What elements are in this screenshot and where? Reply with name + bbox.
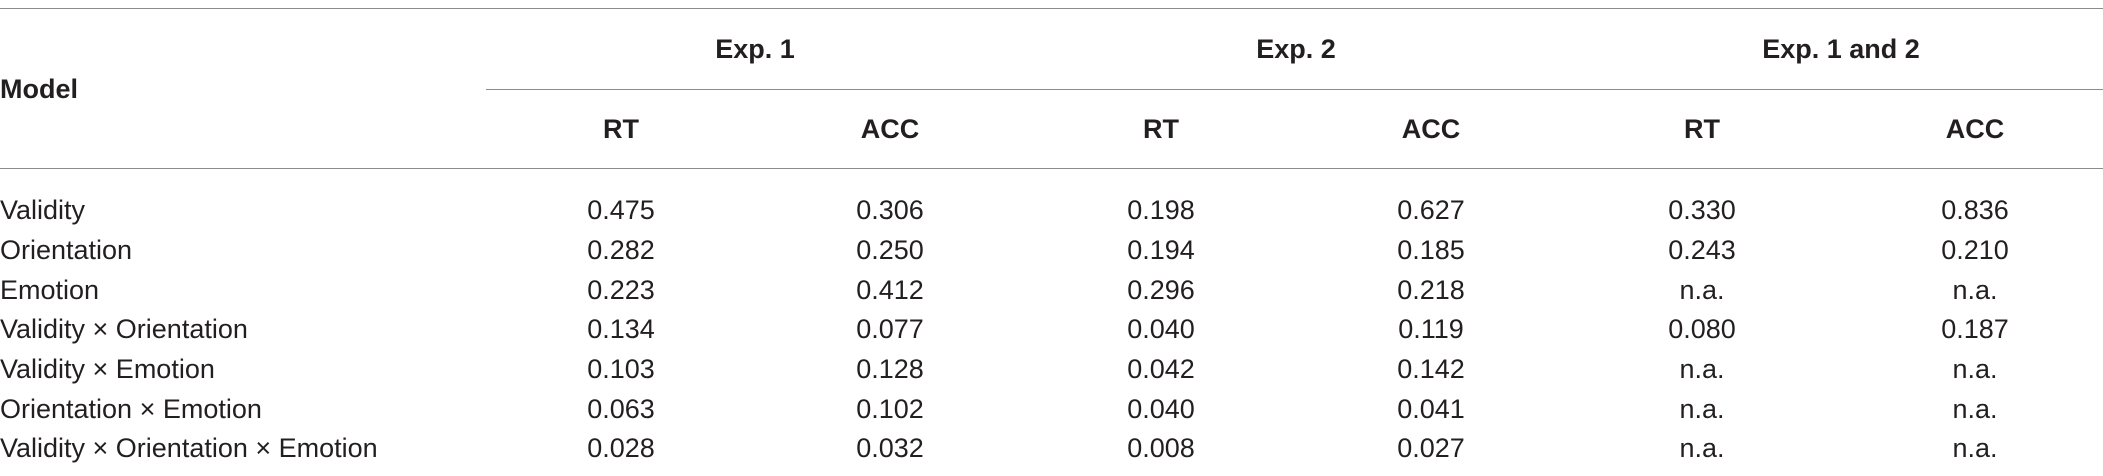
table-cell: 0.185	[1397, 235, 1465, 265]
table-top-rule	[0, 8, 2103, 9]
table-cell: n.a.	[1679, 275, 1725, 305]
subheader-exp2-rt: RT	[1143, 114, 1179, 144]
table-cell: 0.243	[1668, 235, 1736, 265]
table-cell: 0.187	[1941, 314, 2009, 344]
table-cell: 0.282	[587, 235, 655, 265]
table-cell: 0.041	[1397, 394, 1465, 424]
table-cell: n.a.	[1952, 433, 1998, 463]
table-cell: 0.063	[587, 394, 655, 424]
table-cell: 0.836	[1941, 195, 2009, 225]
row-label-validity: Validity	[0, 195, 86, 225]
table-cell: n.a.	[1679, 354, 1725, 384]
model-column-header: Model	[0, 74, 78, 104]
table-cell: 0.080	[1668, 314, 1736, 344]
row-label-emotion: Emotion	[0, 275, 100, 305]
table-cell: 0.102	[856, 394, 924, 424]
subheader-exp12-rt: RT	[1684, 114, 1720, 144]
header-bottom-rule	[0, 168, 2103, 169]
group-header-exp1: Exp. 1	[715, 34, 795, 64]
table-cell: 0.627	[1397, 195, 1465, 225]
table-cell: 0.042	[1127, 354, 1195, 384]
table-cell: 0.194	[1127, 235, 1195, 265]
row-label-validity-x-emotion: Validity × Emotion	[0, 354, 215, 384]
table-cell: n.a.	[1679, 394, 1725, 424]
table-cell: 0.032	[856, 433, 924, 463]
group-header-exp1and2: Exp. 1 and 2	[1762, 34, 1920, 64]
table-cell: 0.475	[587, 195, 655, 225]
table-cell: 0.142	[1397, 354, 1465, 384]
table-cell: 0.077	[856, 314, 924, 344]
table-cell: n.a.	[1952, 354, 1998, 384]
group-header-exp2: Exp. 2	[1256, 34, 1336, 64]
table-cell: 0.119	[1398, 314, 1464, 344]
subheader-exp2-acc: ACC	[1401, 114, 1461, 144]
table-cell: 0.134	[587, 314, 655, 344]
row-label-validity-x-orientation-x-emotion: Validity × Orientation × Emotion	[0, 433, 378, 463]
table-cell: 0.330	[1668, 195, 1736, 225]
table-cell: 0.412	[856, 275, 924, 305]
subheader-exp12-acc: ACC	[1945, 114, 2005, 144]
table-cell: 0.040	[1127, 314, 1195, 344]
subheader-exp1-acc: ACC	[860, 114, 920, 144]
subheader-exp1-rt: RT	[603, 114, 639, 144]
table-cell: 0.218	[1397, 275, 1465, 305]
table-cell: 0.223	[587, 275, 655, 305]
row-label-orientation: Orientation	[0, 235, 133, 265]
table-cell: 0.210	[1941, 235, 2009, 265]
table-cell: 0.128	[856, 354, 924, 384]
table-cell: 0.008	[1127, 433, 1195, 463]
table-cell: 0.306	[856, 195, 924, 225]
table-cell: 0.040	[1127, 394, 1195, 424]
group-header-rule	[486, 89, 2103, 90]
table-cell: 0.296	[1127, 275, 1195, 305]
table-cell: 0.198	[1127, 195, 1195, 225]
table-cell: n.a.	[1952, 275, 1998, 305]
table-cell: 0.028	[587, 433, 655, 463]
row-label-orientation-x-emotion: Orientation × Emotion	[0, 394, 262, 424]
table-cell: 0.250	[856, 235, 924, 265]
table-cell: n.a.	[1679, 433, 1725, 463]
row-label-validity-x-orientation: Validity × Orientation	[0, 314, 248, 344]
table-cell: 0.103	[587, 354, 655, 384]
table-cell: 0.027	[1397, 433, 1465, 463]
table-cell: n.a.	[1952, 394, 1998, 424]
